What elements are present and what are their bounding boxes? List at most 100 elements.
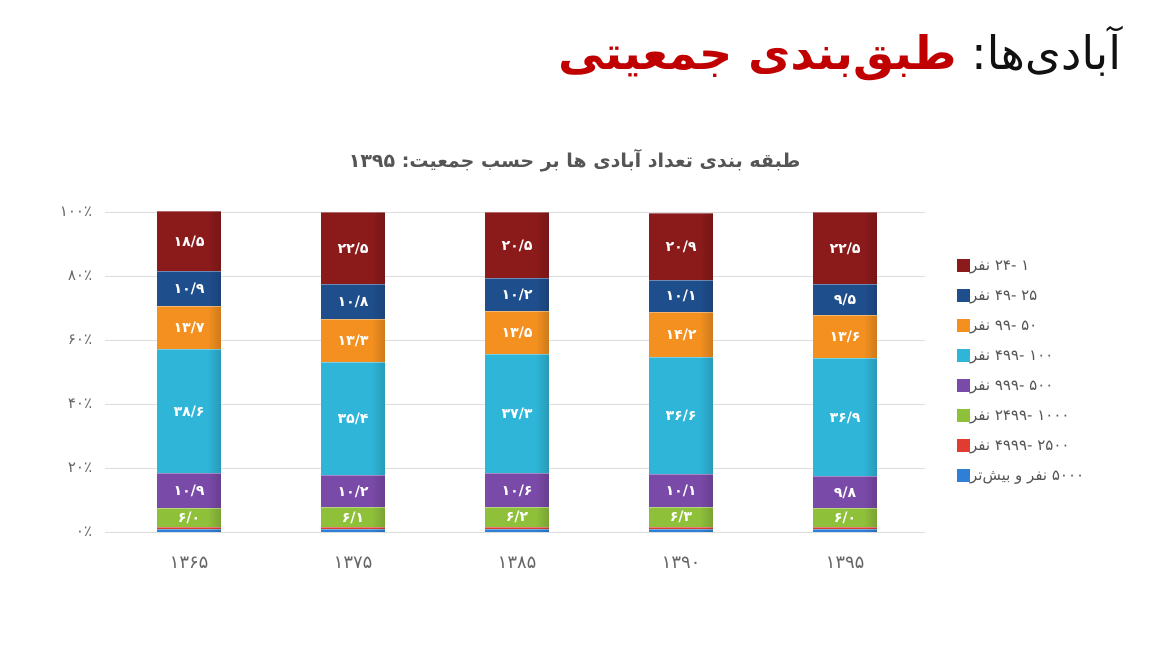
bar-3: ۶/۳ ۱۰/۱ ۳۶/۶ ۱۴/۲ ۱۰/۱ ۲۰/۹ — [649, 212, 713, 532]
bar-segment: ۱۴/۲ — [649, 311, 713, 358]
x-tick-label: ۱۳۶۵ — [169, 552, 209, 573]
bar-segment: ۱۸/۵ — [157, 211, 221, 271]
bar-segment: ۱۰/۲ — [321, 474, 385, 508]
gridline — [105, 212, 925, 213]
bar-segment: ۱۳/۳ — [321, 318, 385, 362]
segment-label: ۲۲/۵ — [337, 240, 369, 257]
bar-segment: ۶/۳ — [649, 506, 713, 527]
chart-title: طبقه بندی تعداد آبادی ها بر حسب جمعیت: ۱… — [348, 150, 801, 172]
bar-segment: ۳۸/۶ — [157, 349, 221, 473]
gridline — [105, 532, 925, 533]
legend-label: ۲۵ -۴۹ نفر — [970, 286, 1038, 304]
bar-segment — [321, 526, 385, 530]
segment-label: ۱۰/۸ — [337, 294, 369, 311]
x-tick-label: ۱۳۸۵ — [497, 552, 537, 573]
legend: ۱ -۲۴ نفر ۲۵ -۴۹ نفر ۵۰ -۹۹ نفر ۱۰۰ -۴۹۹ نف… — [945, 250, 1135, 490]
bar-segment: ۹/۵ — [813, 284, 877, 315]
x-tick-label: ۱۳۷۵ — [333, 552, 373, 573]
legend-swatch-icon — [957, 378, 970, 392]
legend-item: ۵۰ -۹۹ نفر — [945, 310, 1135, 340]
bar-0: ۶/۰ ۱۰/۹ ۳۸/۶ ۱۳/۷ ۱۰/۹ ۱۸/۵ — [157, 211, 221, 532]
segment-label: ۱۳/۳ — [337, 332, 369, 349]
y-tick-label: ۴۰٪ — [67, 394, 92, 412]
segment-label: ۱۳/۵ — [501, 324, 533, 341]
segment-label: ۱۰/۹ — [173, 280, 205, 297]
legend-label: ۲۵۰۰ -۴۹۹۹ نفر — [970, 436, 1070, 454]
slide-title: آبادی‌ها: طبق‌بندی جمعیتی — [558, 18, 1121, 88]
bar-segment: ۳۶/۹ — [813, 358, 877, 477]
plot-area: ۶/۰ ۱۰/۹ ۳۸/۶ ۱۳/۷ ۱۰/۹ ۱۸/۵ ۶/۱ ۱۰/۲ ۳۵/۴ ۱۳/۳ ۱۰… — [105, 211, 925, 533]
bar-segment: ۲۲/۵ — [813, 212, 877, 285]
y-tick-label: ۶۰٪ — [67, 330, 92, 348]
bar-segment: ۶/۲ — [485, 507, 549, 527]
x-tick-label: ۱۳۹۰ — [661, 552, 701, 573]
legend-item: ۱۰۰ -۴۹۹ نفر — [945, 340, 1135, 370]
bar-segment: ۱۰/۶ — [485, 473, 549, 508]
bar-segment: ۱۰/۱ — [649, 279, 713, 312]
bar-segment — [813, 526, 877, 530]
segment-label: ۶/۱ — [341, 509, 365, 526]
bar-segment — [649, 529, 713, 532]
slide-title-prefix: آبادی‌ها: — [956, 26, 1121, 80]
legend-swatch-icon — [957, 408, 970, 422]
segment-label: ۶/۰ — [833, 509, 857, 526]
legend-label: ۵۰۰۰ نفر و بیش‌تر — [970, 466, 1085, 484]
segment-label: ۱۰/۱ — [665, 483, 697, 500]
bar-segment — [321, 529, 385, 532]
bar-segment: ۳۷/۳ — [485, 353, 549, 474]
bar-segment: ۱۰/۱ — [649, 474, 713, 507]
legend-swatch-icon — [957, 288, 970, 302]
segment-label: ۱۰/۹ — [173, 482, 205, 499]
legend-swatch-icon — [957, 318, 970, 332]
legend-item: ۲۵۰۰ -۴۹۹۹ نفر — [945, 430, 1135, 460]
legend-item: ۵۰۰۰ نفر و بیش‌تر — [945, 460, 1135, 490]
legend-label: ۱۰۰ -۴۹۹ نفر — [970, 346, 1054, 364]
segment-label: ۳۵/۴ — [337, 410, 369, 427]
segment-label: ۲۰/۵ — [501, 237, 533, 254]
legend-swatch-icon — [957, 438, 970, 452]
y-tick-label: ۰٪ — [75, 522, 92, 540]
bar-4: ۶/۰ ۹/۸ ۳۶/۹ ۱۳/۶ ۹/۵ ۲۲/۵ — [813, 212, 877, 532]
bar-segment: ۶/۱ — [321, 507, 385, 527]
y-tick-label: ۱۰۰٪ — [59, 202, 92, 220]
legend-swatch-icon — [957, 348, 970, 362]
bar-segment: ۲۰/۹ — [649, 212, 713, 280]
bar-segment: ۱۰/۹ — [157, 270, 221, 306]
legend-label: ۱۰۰۰ -۲۴۹۹ نفر — [970, 406, 1070, 424]
legend-item: ۱۰۰۰ -۲۴۹۹ نفر — [945, 400, 1135, 430]
bar-segment: ۱۰/۸ — [321, 284, 385, 319]
bar-segment: ۶/۰ — [157, 507, 221, 527]
bar-segment: ۱۳/۶ — [813, 314, 877, 359]
legend-label: ۵۰ -۹۹ نفر — [970, 316, 1038, 334]
bar-segment: ۲۲/۵ — [321, 212, 385, 285]
legend-item: ۱ -۲۴ نفر — [945, 250, 1135, 280]
legend-item: ۵۰۰ -۹۹۹ نفر — [945, 370, 1135, 400]
segment-label: ۳۶/۹ — [829, 409, 861, 426]
legend-swatch-icon — [957, 258, 970, 272]
bar-segment — [649, 526, 713, 530]
segment-label: ۹/۵ — [833, 292, 857, 309]
segment-label: ۶/۲ — [505, 509, 529, 526]
segment-label: ۱۳/۷ — [173, 319, 205, 336]
bar-segment: ۳۶/۶ — [649, 357, 713, 475]
slide-title-accent: طبق‌بندی جمعیتی — [558, 26, 957, 80]
bar-segment: ۱۳/۵ — [485, 310, 549, 354]
segment-label: ۱۰/۲ — [337, 483, 369, 500]
segment-label: ۲۰/۹ — [665, 238, 697, 255]
bar-segment — [157, 529, 221, 532]
segment-label: ۹/۸ — [833, 484, 857, 501]
segment-label: ۱۰/۲ — [501, 286, 533, 303]
bar-1: ۶/۱ ۱۰/۲ ۳۵/۴ ۱۳/۳ ۱۰/۸ ۲۲/۵ — [321, 212, 385, 532]
bar-segment: ۱۰/۹ — [157, 472, 221, 508]
legend-label: ۱ -۲۴ نفر — [970, 256, 1030, 274]
y-tick-label: ۲۰٪ — [67, 458, 92, 476]
bar-segment: ۳۵/۴ — [321, 361, 385, 475]
segment-label: ۶/۳ — [669, 509, 693, 526]
bar-segment: ۶/۰ — [813, 507, 877, 527]
bar-segment — [157, 526, 221, 530]
segment-label: ۲۲/۵ — [829, 240, 861, 257]
bar-2: ۶/۲ ۱۰/۶ ۳۷/۳ ۱۳/۵ ۱۰/۲ ۲۰/۵ — [485, 212, 549, 532]
bar-segment — [485, 529, 549, 532]
legend-label: ۵۰۰ -۹۹۹ نفر — [970, 376, 1054, 394]
segment-label: ۱۳/۶ — [829, 329, 861, 346]
